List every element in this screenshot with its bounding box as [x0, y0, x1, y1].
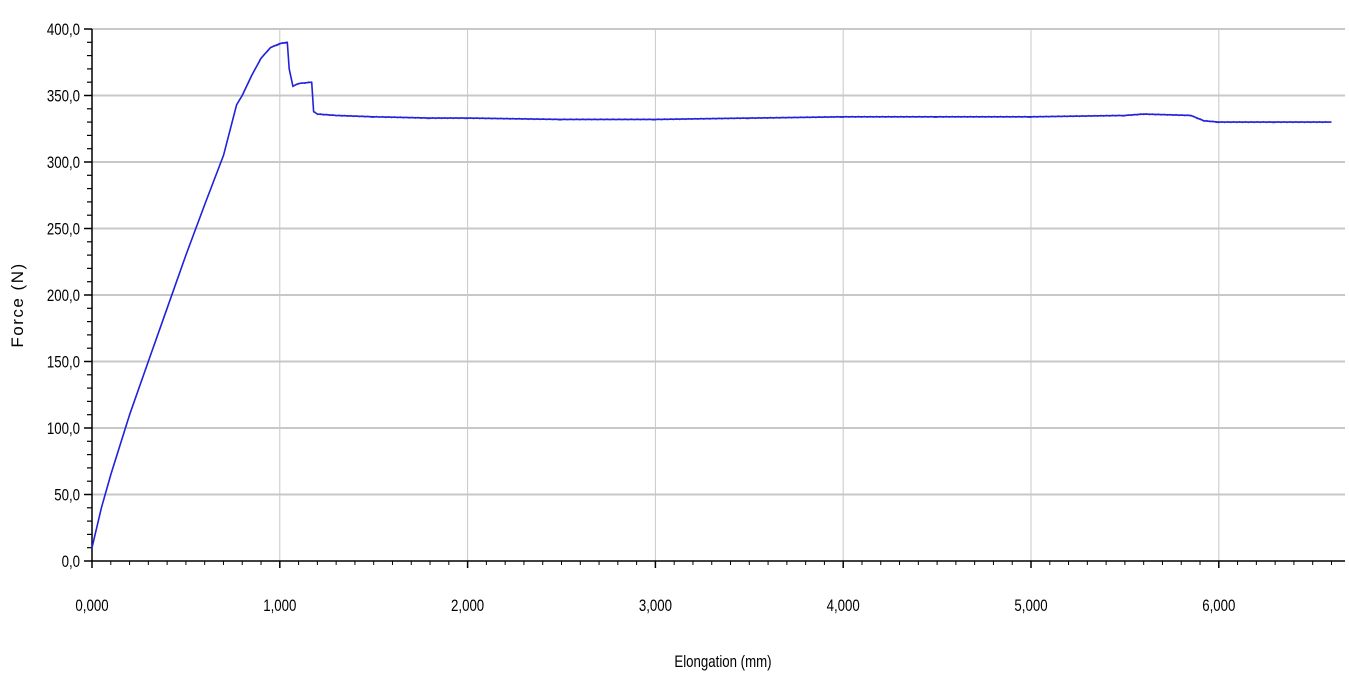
x-tick-label: 5,000 — [1014, 597, 1047, 616]
y-tick-label: 350,0 — [47, 87, 80, 106]
x-tick-labels: 0,000 1,000 2,000 3,000 4,000 5,000 6,000 — [75, 597, 1235, 616]
x-tick-label: 3,000 — [639, 597, 672, 616]
y-tick-label: 300,0 — [47, 154, 80, 173]
x-tick-label: 0,000 — [75, 597, 108, 616]
y-tick-label: 0,0 — [62, 553, 80, 572]
x-tick-label: 6,000 — [1202, 597, 1235, 616]
x-tick-label: 2,000 — [451, 597, 484, 616]
x-tick-label: 1,000 — [263, 597, 296, 616]
y-tick-label: 100,0 — [47, 420, 80, 439]
y-tick-label: 150,0 — [47, 353, 80, 372]
y-tick-label: 200,0 — [47, 287, 80, 306]
series-noise — [91, 41, 1329, 549]
x-axis-title: Elongation (mm) — [674, 653, 771, 672]
grid-lines — [92, 28, 1345, 561]
y-tick-label: 50,0 — [54, 486, 80, 505]
axis-ticks — [84, 28, 1332, 568]
y-axis-title: Force (N) — [8, 262, 27, 347]
y-tick-labels: 0,0 50,0 100,0 150,0 200,0 250,0 300,0 350,0 400… — [47, 21, 80, 572]
series-layer — [91, 41, 1332, 549]
x-tick-label: 4,000 — [827, 597, 860, 616]
y-tick-label: 250,0 — [47, 220, 80, 239]
y-tick-label: 400,0 — [47, 21, 80, 40]
